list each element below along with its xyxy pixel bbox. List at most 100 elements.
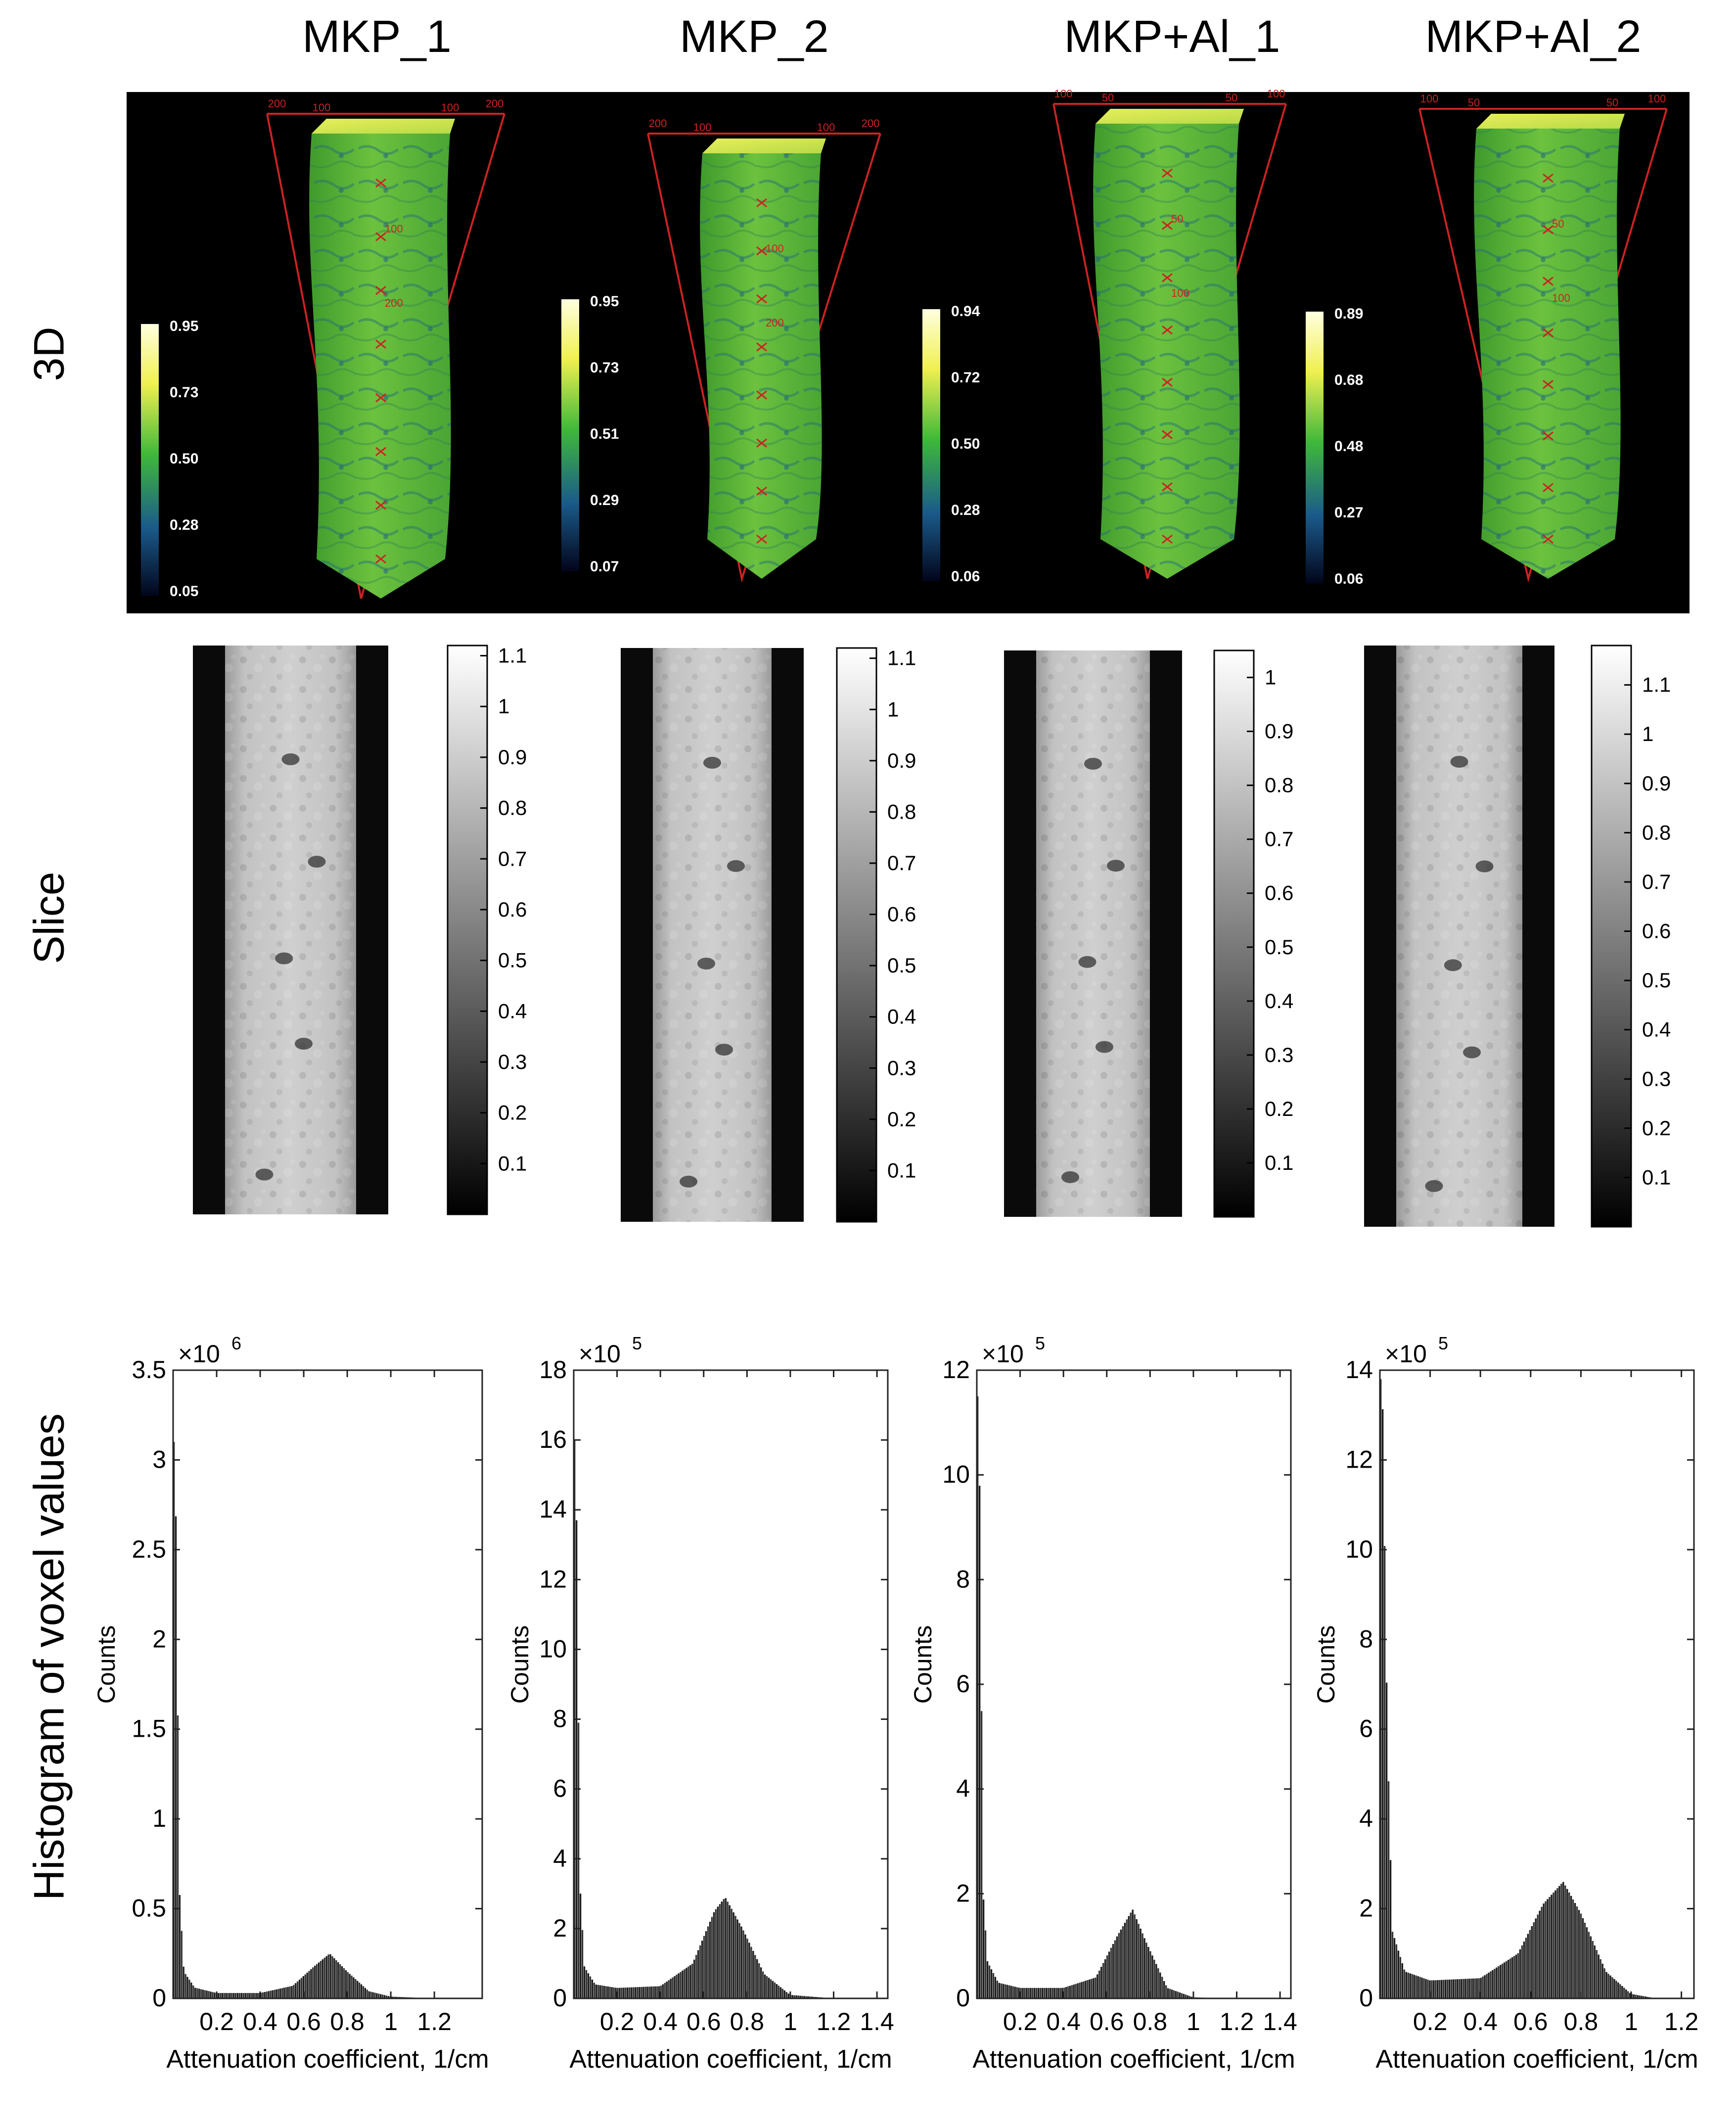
box-corner-label: 200 (486, 97, 504, 110)
histogram-bar (644, 1987, 646, 1998)
histogram-bar (701, 1941, 703, 1998)
histogram-bar (1437, 1980, 1438, 1998)
histogram-bar (1466, 1979, 1468, 1998)
histogram-bar (685, 1968, 687, 1998)
histogram-bar (768, 1978, 770, 1998)
y-tick-label: 12 (942, 1356, 970, 1384)
slice-panel: 1.110.90.80.70.60.50.40.30.20.1 (193, 644, 527, 1214)
pore (1425, 1180, 1443, 1192)
box-corner-label: 50 (1468, 96, 1480, 109)
histogram-bar (1605, 1972, 1607, 1998)
histogram-bar (1533, 1922, 1535, 1998)
box-axis-label: 200 (385, 297, 403, 309)
slice-panels: 1.110.90.80.70.60.50.40.30.20.11.110.90.… (193, 644, 1671, 1227)
y-tick-label: 10 (1345, 1535, 1373, 1563)
histogram-bar (1408, 1973, 1409, 1998)
histogram-bar (750, 1947, 752, 1998)
histogram-bar (597, 1985, 599, 1998)
histogram-bar (1490, 1971, 1491, 1998)
box-corner-label: 50 (1226, 92, 1237, 104)
histogram-bar (1014, 1987, 1015, 1998)
histogram-bar (208, 1991, 209, 1998)
colorbar-tick-label: 0.06 (1334, 571, 1363, 587)
histogram-bar (307, 1973, 308, 1998)
histogram-bar (196, 1988, 198, 1998)
histogram-bar (1603, 1968, 1605, 1998)
histogram-bar (1431, 1981, 1432, 1998)
histogram-bar (1394, 1938, 1395, 1998)
histogram-bar (1433, 1980, 1434, 1998)
histogram-bar (578, 1723, 579, 1998)
histogram-bar (584, 1966, 585, 1998)
colorbar-tick-label: 0.7 (887, 851, 916, 875)
histogram-bar (1073, 1985, 1074, 1998)
histogram-bar (1038, 1988, 1039, 1998)
histogram-bar (723, 1899, 725, 1998)
histogram-bar (672, 1978, 673, 1998)
histogram-bar (1026, 1988, 1027, 1998)
histogram-bar (1059, 1988, 1061, 1998)
y-tick-label: 1.5 (132, 1715, 166, 1743)
histogram-bar (1091, 1979, 1092, 1998)
colorbar-tick-label: 0.05 (170, 583, 198, 600)
histogram-bar (1521, 1945, 1523, 1998)
histogram-bar (1535, 1918, 1537, 1998)
histogram-bar (353, 1977, 354, 1998)
histogram-bar (1016, 1987, 1017, 1998)
histogram-bar (744, 1935, 746, 1998)
histogram-bar (1157, 1968, 1159, 1998)
histogram-bar (1578, 1910, 1580, 1998)
box-corner-label: 100 (1420, 92, 1439, 105)
axes-frame (574, 1370, 888, 1998)
histogram-bar (656, 1987, 658, 1998)
histogram-bar (1396, 1944, 1397, 1998)
histogram-bar (1142, 1934, 1143, 1998)
y-axis-multiplier: ×10 (579, 1340, 621, 1368)
y-tick-label: 12 (539, 1565, 567, 1593)
histogram-bar (256, 1993, 258, 1998)
histogram-bar (705, 1931, 707, 1998)
histogram-bar (337, 1962, 339, 1998)
histogram-bar (1613, 1979, 1615, 1998)
colorbar-tick-label: 0.5 (887, 954, 916, 977)
histogram-bar (766, 1976, 768, 1998)
histogram-bar (289, 1987, 290, 1998)
colorbar-tick-label: 1 (887, 697, 899, 721)
x-tick-label: 1 (384, 2008, 398, 2035)
histogram-bar (1118, 1933, 1120, 1998)
histogram-bar (995, 1977, 996, 1998)
histogram-bar (1464, 1979, 1466, 1998)
histogram-bar (235, 1993, 236, 1998)
histogram-bar (1081, 1982, 1082, 1998)
histogram-bar (179, 1895, 181, 1998)
pore (727, 860, 745, 872)
colorbar-tick-label: 0.68 (1334, 372, 1363, 388)
histogram-bar (1615, 1981, 1617, 1998)
x-axis-label: Attenuation coefficient, 1/cm (972, 2045, 1295, 2074)
histogram-bar (339, 1964, 341, 1998)
histogram-bar (1392, 1932, 1393, 1998)
histogram-bar (274, 1990, 275, 1998)
histogram-bar (1527, 1934, 1529, 1998)
histogram-bar (372, 1992, 373, 1998)
histogram-bar (1061, 1988, 1063, 1998)
box-axis-label: 100 (1552, 292, 1570, 304)
colorbar-tick-label: 0.2 (498, 1101, 527, 1124)
histogram-bar (376, 1993, 377, 1998)
histogram-bar (786, 1992, 787, 1998)
histogram-bar (1130, 1913, 1132, 1998)
histogram-bar (1496, 1968, 1497, 1998)
y-tick-label: 10 (942, 1461, 970, 1488)
histogram-bar (760, 1967, 762, 1998)
x-tick-label: 0.4 (1046, 2008, 1081, 2035)
histogram-bar (1601, 1964, 1603, 1998)
histogram-bar (580, 1894, 581, 1998)
histogram-bar (1173, 1990, 1175, 1998)
y-axis-label: Counts (506, 1625, 534, 1704)
histogram-bar (582, 1930, 583, 1998)
y-axis-multiplier: ×10 (982, 1340, 1024, 1368)
histogram-bar (1159, 1973, 1161, 1998)
histogram-bar (1517, 1953, 1519, 1998)
histogram-bar (601, 1986, 603, 1998)
histogram-bar (1085, 1981, 1086, 1998)
